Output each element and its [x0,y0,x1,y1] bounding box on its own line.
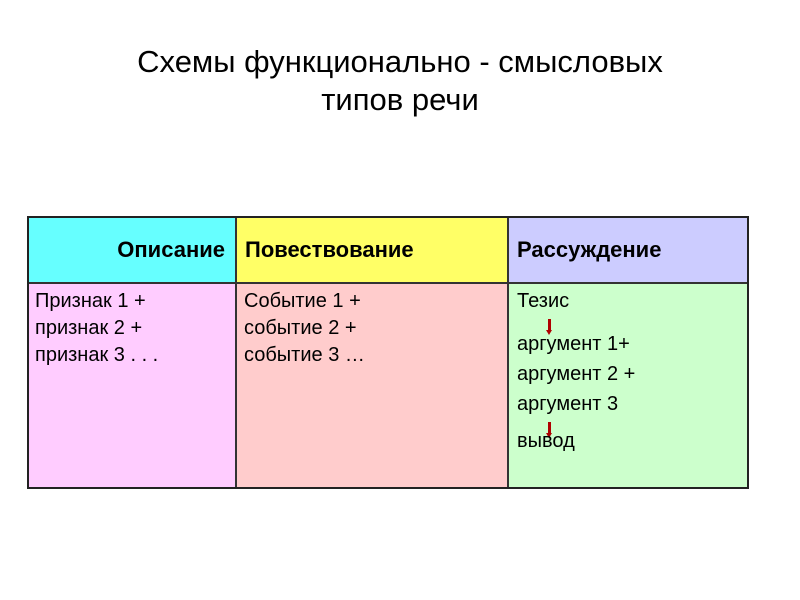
description-line: Признак 1 + [35,290,146,312]
header-description: Описание [28,217,236,283]
narration-line: событие 2 + [244,317,357,339]
reasoning-line: аргумент 2 + [517,363,636,385]
narration-line: Событие 1 + [244,290,361,312]
cell-reasoning: Тезис аргумент 1+ аргумент 2 + аргумент … [508,283,748,488]
reasoning-line: вывод [517,430,575,452]
reasoning-line: Тезис [517,290,570,312]
title-line-2: типов речи [321,82,479,117]
header-narration: Повествование [236,217,508,283]
reasoning-line: аргумент 1+ [517,333,630,355]
down-arrow-icon [546,319,552,335]
reasoning-line: аргумент 3 [517,393,619,415]
down-arrow-icon [546,422,552,438]
title-line-1: Схемы функционально - смысловых [137,44,663,79]
narration-line: событие 3 … [244,344,365,366]
description-line: признак 2 + [35,317,143,339]
cell-narration: Событие 1 + событие 2 + событие 3 … [236,283,508,488]
cell-description: Признак 1 + признак 2 + признак 3 . . . [28,283,236,488]
header-reasoning: Рассуждение [508,217,748,283]
slide-title: Схемы функционально - смысловых типов ре… [0,43,800,119]
description-line: признак 3 . . . [35,344,159,366]
